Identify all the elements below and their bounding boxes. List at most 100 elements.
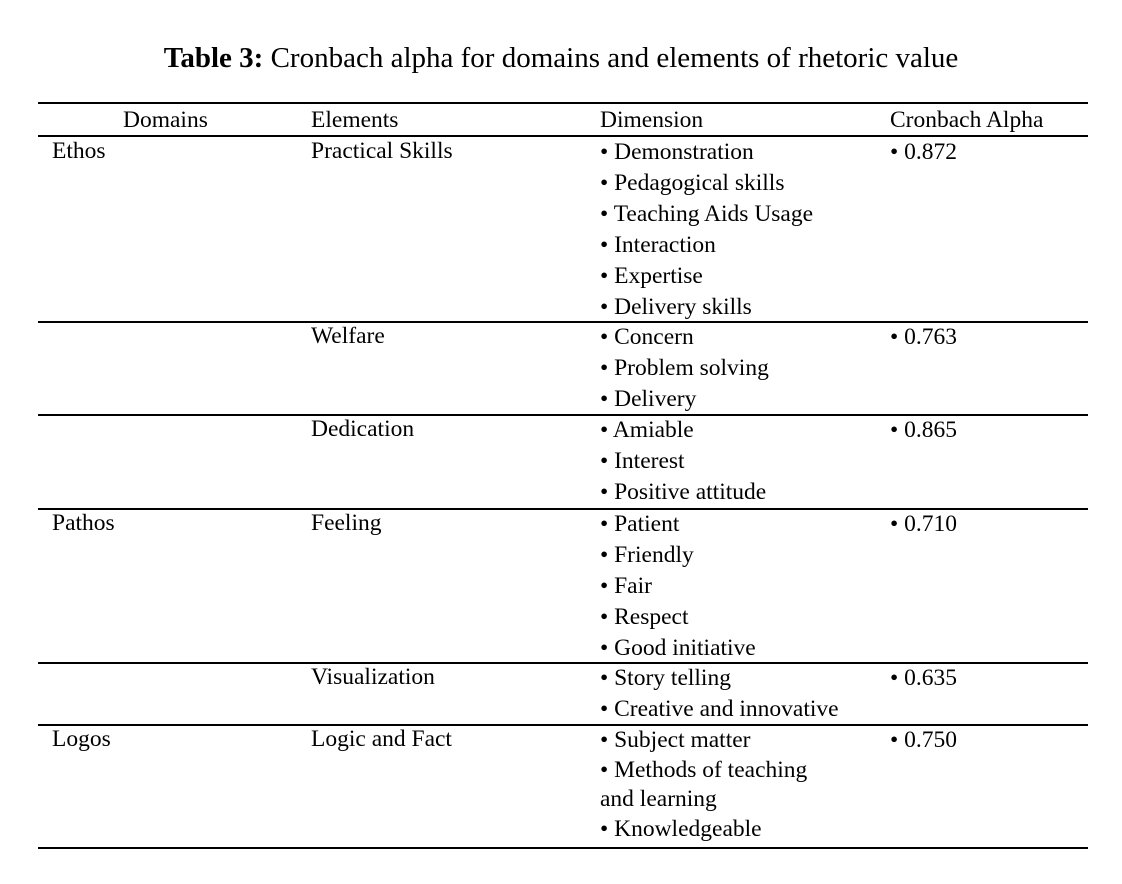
dimension-text: Problem solving [614, 355, 769, 381]
dimension-item: • Problem solving [600, 353, 769, 384]
bullet-icon: • [600, 232, 615, 258]
dimension-text: Subject matter [614, 727, 751, 753]
header-alpha: Cronbach Alpha [890, 107, 1044, 133]
bullet-icon: • [600, 542, 615, 568]
dimension-text: Pedagogical skills [614, 170, 785, 196]
dimension-text: Concern [614, 324, 694, 350]
bullet-icon: • [890, 511, 905, 537]
bullet-icon: • [600, 604, 615, 630]
bullet-icon: • [600, 294, 615, 320]
dimension-text: Story telling [614, 665, 731, 691]
dimension-text: Interaction [614, 232, 716, 258]
dimension-item: • Concern [600, 322, 769, 353]
dimension-item: • Patient [600, 509, 756, 540]
row-domain: Pathos [52, 510, 115, 536]
dimension-item: • Friendly [600, 540, 756, 571]
row-element: Dedication [311, 416, 415, 442]
row-alpha: • 0.865 [890, 415, 957, 446]
bullet-icon: • [890, 665, 905, 691]
row-element: Practical Skills [311, 138, 453, 164]
dimension-item: • Expertise [600, 261, 813, 292]
bullet-icon: • [600, 511, 615, 537]
bullet-icon: • [600, 386, 615, 412]
dimension-text: Respect [614, 604, 689, 630]
row-rule [38, 321, 1088, 323]
row-rule [38, 724, 1088, 726]
row-element: Welfare [311, 323, 385, 349]
row-alpha: • 0.763 [890, 322, 957, 353]
header-elements: Elements [311, 107, 399, 133]
table-caption: Cronbach alpha for domains and elements … [270, 42, 959, 74]
header-dimension: Dimension [600, 107, 704, 133]
alpha-value: 0.763 [904, 324, 957, 350]
row-rule [38, 847, 1088, 849]
bullet-icon: • [600, 635, 615, 661]
bullet-icon: • [600, 324, 615, 350]
dimension-item: • Positive attitude [600, 477, 766, 508]
row-element: Visualization [311, 664, 435, 690]
bullet-icon: • [600, 417, 613, 443]
row-domain: Logos [52, 726, 111, 752]
dimension-text: Knowledgeable [614, 816, 762, 842]
dimension-item: • Fair [600, 571, 756, 602]
header-domains: Domains [123, 107, 208, 133]
dimension-item: • Interaction [600, 230, 813, 261]
bullet-icon: • [600, 355, 615, 381]
bullet-icon: • [600, 573, 615, 599]
alpha-value: 0.872 [904, 139, 957, 165]
table-title: Table 3: Cronbach alpha for domains and … [0, 38, 1122, 78]
row-rule [38, 508, 1088, 510]
bullet-icon: • [600, 448, 615, 474]
dimension-text: Interest [614, 448, 685, 474]
row-alpha: • 0.635 [890, 663, 957, 694]
dimension-text: Friendly [614, 542, 694, 568]
alpha-value: 0.865 [904, 417, 957, 443]
dimension-text: Patient [614, 511, 680, 537]
row-alpha: • 0.872 [890, 137, 957, 168]
row-element: Feeling [311, 510, 382, 536]
bullet-icon: • [890, 139, 905, 165]
dimension-item: • Delivery skills [600, 292, 813, 323]
dimension-text: Creative and innovative [614, 696, 839, 722]
bullet-icon: • [600, 665, 615, 691]
top-rule [38, 102, 1088, 104]
row-element: Logic and Fact [311, 726, 452, 752]
dimension-text: Teaching Aids Usage [613, 201, 814, 227]
bullet-icon: • [890, 417, 905, 443]
bullet-icon: • [600, 816, 615, 842]
bullet-icon: • [600, 727, 615, 753]
bullet-icon: • [600, 201, 614, 227]
dimension-text: Demonstration [614, 139, 754, 165]
dimension-text: Fair [614, 573, 652, 599]
row-rule [38, 662, 1088, 664]
bullet-icon: • [600, 170, 615, 196]
dimension-item: • Pedagogical skills [600, 168, 813, 199]
dimension-item: • Amiable [600, 415, 766, 446]
dimension-list: • Demonstration • Pedagogical skills • Tea… [600, 137, 813, 323]
dimension-list: • Patient • Friendly • Fair • Respect • Good… [600, 509, 756, 664]
dimension-text: Methods of teaching and learning [600, 757, 808, 812]
dimension-item: • Methods of teaching and learning [600, 756, 840, 814]
alpha-value: 0.635 [904, 665, 957, 691]
bullet-icon: • [600, 263, 615, 289]
table-label: Table 3: [163, 42, 264, 74]
dimension-item: • Subject matter [600, 725, 840, 756]
dimension-item: • Delivery [600, 384, 769, 415]
row-alpha: • 0.710 [890, 509, 957, 540]
dimension-item: • Respect [600, 602, 756, 633]
dimension-text: Expertise [614, 263, 703, 289]
dimension-list: • Amiable • Interest • Positive attitude [600, 415, 766, 508]
header-rule [38, 135, 1088, 137]
dimension-list: • Subject matter • Methods of teaching an… [600, 725, 840, 845]
dimension-item: • Interest [600, 446, 766, 477]
bullet-icon: • [600, 757, 615, 783]
alpha-value: 0.710 [904, 511, 957, 537]
dimension-list: • Concern • Problem solving • Delivery [600, 322, 769, 415]
row-rule [38, 414, 1088, 416]
bullet-icon: • [890, 727, 905, 753]
bullet-icon: • [890, 324, 905, 350]
dimension-text: Delivery skills [614, 294, 752, 320]
dimension-item: • Teaching Aids Usage [600, 199, 813, 230]
dimension-text: Positive attitude [614, 479, 767, 505]
bullet-icon: • [600, 139, 615, 165]
